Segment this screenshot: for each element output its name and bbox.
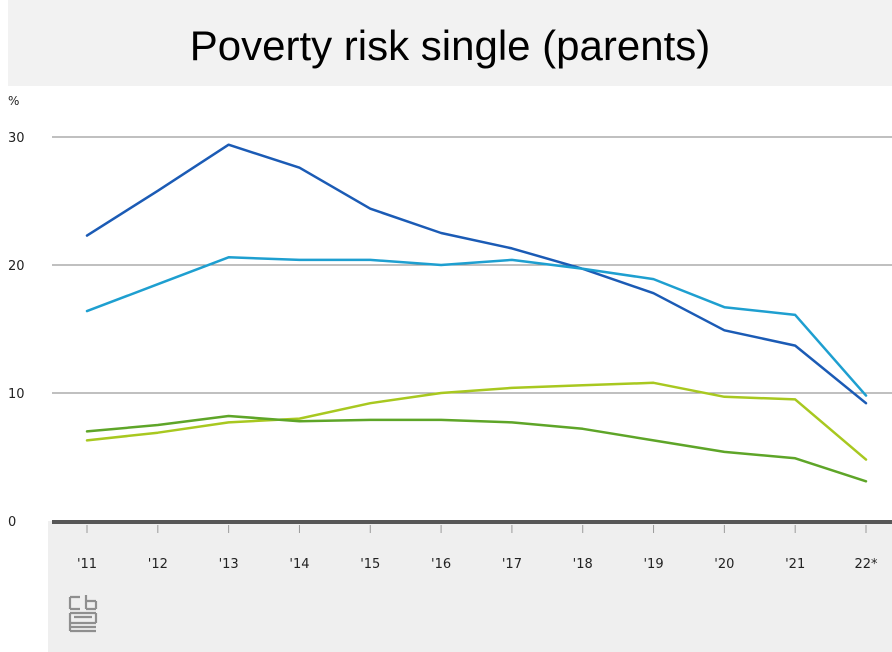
y-tick-label: 10 [8, 387, 25, 402]
x-tick-label: '14 [289, 557, 309, 572]
x-tick-label: '21 [785, 557, 805, 572]
x-tick-label: '15 [360, 557, 380, 572]
series-line-4 [85, 414, 868, 483]
footer-band [48, 521, 892, 652]
y-axis-label: % [8, 94, 19, 108]
x-tick-label: 22* [854, 557, 878, 572]
grid-lines [52, 136, 892, 394]
y-tick-label: 20 [8, 259, 25, 274]
x-tick-label: '17 [502, 557, 522, 572]
chart-title: Poverty risk single (parents) [189, 22, 711, 69]
axes: 0 10 20 30% '11 '12 '13 '14 '15 '16 '17 '18 '19 '20 '2… [8, 94, 892, 572]
x-tick-label: '16 [431, 557, 451, 572]
title-band: Poverty risk single (parents) [8, 0, 892, 86]
x-tick-label: '11 [77, 557, 97, 572]
y-tick-label: 30 [8, 131, 25, 146]
y-tick-label: 0 [8, 515, 16, 530]
x-tick-label: '20 [714, 557, 734, 572]
series-line-2 [85, 256, 868, 397]
series-line-1 [85, 143, 868, 405]
x-tick-label: '13 [219, 557, 239, 572]
x-tick-label: '18 [573, 557, 593, 572]
x-tick-label: '12 [148, 557, 168, 572]
x-tick-label: '19 [643, 557, 663, 572]
series-lines [85, 143, 868, 483]
cbs-logo-icon [68, 595, 98, 633]
series-line-3 [85, 381, 868, 461]
